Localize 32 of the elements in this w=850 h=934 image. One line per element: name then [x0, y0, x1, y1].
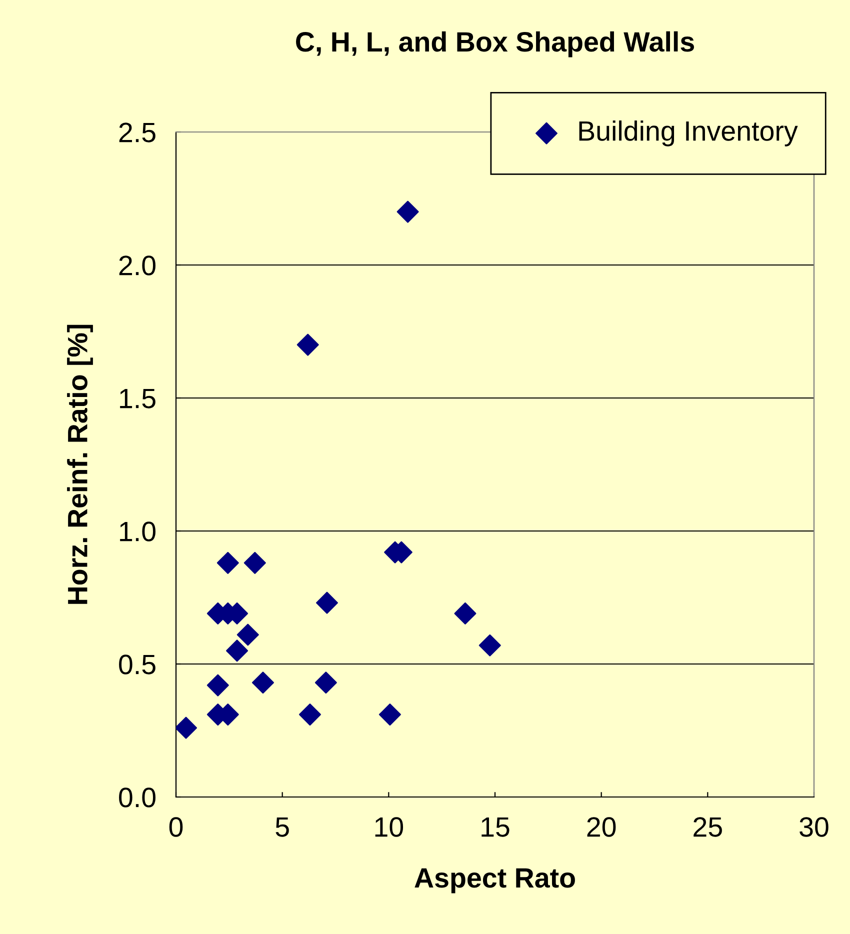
y-tick-label: 2.0 — [119, 256, 156, 276]
x-tick-label: 10 — [375, 817, 404, 837]
point — [454, 602, 476, 624]
x-tick-label: 20 — [587, 817, 616, 837]
point — [252, 672, 274, 694]
point — [378, 704, 401, 726]
point — [236, 624, 259, 646]
y-tick-label: 1.0 — [120, 522, 156, 542]
y-tick-label: 2.5 — [119, 122, 156, 142]
x-tick-label: 5 — [276, 817, 289, 837]
chart-title: C, H, L, and Box Shaped Walls — [296, 31, 694, 58]
x-tick-label: 0 — [169, 817, 183, 837]
x-axis-title: Aspect Rato — [414, 868, 575, 894]
point — [226, 640, 248, 662]
point — [216, 552, 239, 574]
point — [244, 552, 266, 574]
x-tick-label: 30 — [800, 817, 828, 837]
point — [296, 334, 319, 356]
point — [316, 592, 338, 614]
y-axis-title: Horz. Reinf. Ratio [%] — [67, 324, 93, 604]
x-tick-label: 25 — [694, 817, 722, 837]
point — [176, 716, 197, 739]
y-tick-label: 0.0 — [119, 788, 156, 808]
x-tick-label: 15 — [482, 817, 510, 837]
point — [314, 672, 337, 694]
point — [478, 634, 501, 656]
point — [396, 200, 419, 223]
y-tick-label: 0.5 — [119, 654, 156, 674]
legend-label: Building Inventory — [579, 120, 798, 146]
point — [298, 704, 321, 726]
y-tick-label: 1.5 — [120, 388, 156, 408]
point — [206, 674, 229, 696]
